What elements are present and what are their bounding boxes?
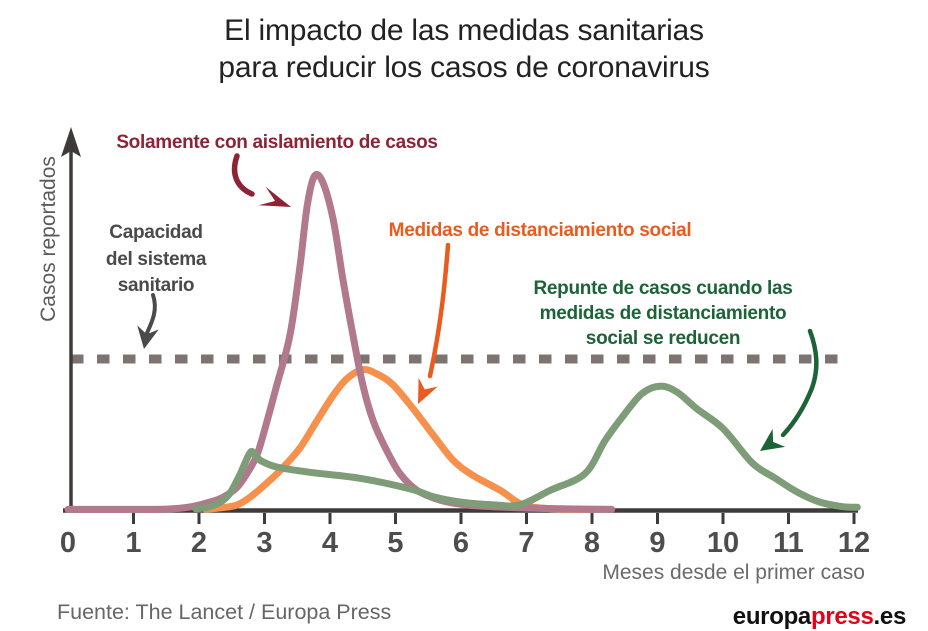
x-axis-ticks	[132, 513, 856, 524]
x-tick-label-2: 2	[191, 527, 207, 559]
isolation-annotation-arrow-icon	[231, 153, 291, 207]
logo-part-press: press	[810, 603, 874, 630]
rebound-annotation-arrow-icon	[760, 328, 819, 451]
x-tick-label-4: 4	[322, 527, 338, 559]
europapress-logo: europapress.es	[732, 603, 907, 631]
x-tick-label-0: 0	[60, 527, 76, 559]
x-tick-label-10: 10	[707, 527, 739, 559]
x-tick-label-6: 6	[453, 527, 469, 559]
y-axis-arrowhead-icon	[61, 127, 81, 157]
label-health-system-capacity: Capacidad del sistema sanitario	[105, 222, 207, 296]
label-isolation-only: Solamente con aislamiento de casos	[116, 132, 438, 153]
label-case-rebound: Repunte de casos cuando las medidas de d…	[533, 278, 793, 349]
x-axis-label: Meses desde el primer caso	[602, 561, 865, 584]
x-tick-label-7: 7	[518, 527, 534, 559]
logo-part-es: .es	[873, 603, 907, 630]
logo-part-europa: europa	[732, 603, 812, 630]
chart-title-line2: para reducir los casos de coronavirus	[218, 51, 710, 84]
chart-title-line1: El impacto de las medidas sanitarias	[224, 14, 704, 47]
capacity-annotation-arrow-icon	[137, 293, 159, 349]
distancing-annotation-arrow-icon	[418, 242, 451, 404]
curve-rebound	[192, 382, 861, 513]
source-attribution: Fuente: The Lancet / Europa Press	[57, 600, 392, 624]
x-tick-label-1: 1	[125, 527, 141, 559]
x-tick-label-3: 3	[256, 527, 272, 559]
y-axis-label: Casos reportados	[37, 156, 60, 322]
x-tick-label-11: 11	[773, 527, 804, 559]
x-tick-label-8: 8	[584, 527, 600, 559]
label-social-distancing: Medidas de distanciamiento social	[388, 220, 692, 241]
x-tick-label-5: 5	[387, 527, 403, 559]
chart-title: El impacto de las medidas sanitarias par…	[0, 12, 928, 86]
x-axis-tick-labels: 0 1 2 3 4 5 6 7 8 9 10 11 12	[60, 527, 870, 559]
curves	[64, 171, 861, 513]
x-tick-label-12: 12	[838, 527, 870, 559]
axes: 0 1 2 3 4 5 6 7 8 9 10 11 12	[60, 127, 870, 559]
x-tick-label-9: 9	[649, 527, 665, 559]
